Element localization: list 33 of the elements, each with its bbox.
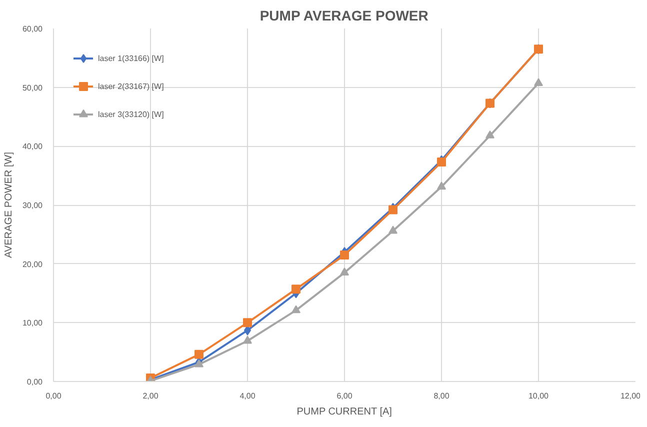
x-tick-label: 10,00 (528, 392, 550, 400)
y-axis-title: AVERAGE POWER [W] (3, 152, 14, 258)
legend-label: laser 2(33167) [W] (98, 82, 164, 90)
point (486, 130, 494, 138)
x-tick-label: 12,00 (620, 392, 642, 400)
x-axis-title: PUMP CURRENT [A] (296, 406, 392, 418)
y-tick-label: 30,00 (22, 201, 44, 210)
y-tick-label: 40,00 (22, 142, 44, 152)
x-tick-label: 6,00 (336, 392, 353, 400)
point (243, 318, 252, 328)
point (292, 284, 300, 294)
point (340, 268, 349, 276)
y-tick-label: 20,00 (22, 260, 44, 269)
y-tick-label: 10,00 (22, 318, 44, 328)
point (437, 182, 446, 190)
chart-title: PUMP AVERAGE POWER (260, 8, 428, 24)
y-tick-label: 0,00 (26, 378, 44, 386)
x-tick-label: 8,00 (434, 392, 450, 400)
point (388, 226, 398, 234)
point (388, 205, 398, 214)
y-tick-label: 50,00 (22, 83, 44, 92)
point (243, 336, 252, 344)
point (194, 350, 204, 359)
point (292, 305, 300, 314)
point (437, 158, 446, 167)
legend-label: laser 3(33120) [W] (98, 110, 164, 118)
y-tick-label: 60,00 (22, 24, 44, 34)
x-tick-label: 4,00 (240, 392, 256, 400)
x-tick-label: 0,00 (46, 392, 62, 400)
x-tick-label: 2,00 (142, 392, 159, 400)
point (534, 78, 543, 86)
point (340, 250, 349, 260)
legend-label: laser 1(33166) [W] (98, 54, 164, 62)
